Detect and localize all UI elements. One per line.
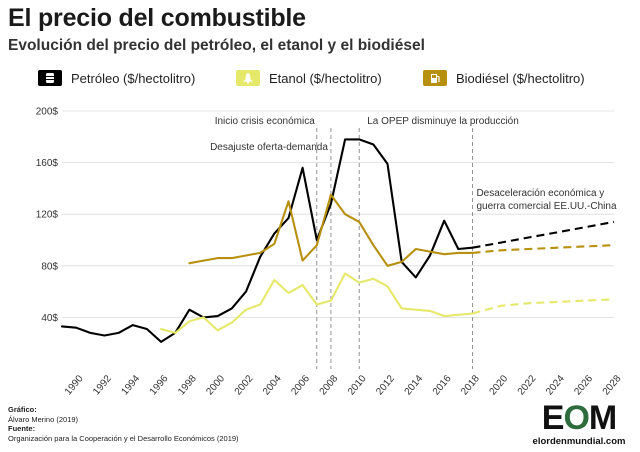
legend-item-biodiesel: Biodiésel ($/hectolitro) bbox=[423, 70, 585, 86]
x-tick-label: 2028 bbox=[601, 373, 624, 397]
x-tick-label: 2018 bbox=[459, 373, 482, 397]
x-tick-label: 1994 bbox=[119, 373, 142, 397]
credits-grafico-label: Gráfico: bbox=[8, 405, 37, 414]
fuel-pump-icon bbox=[423, 70, 447, 86]
legend-label-petroleo: Petróleo ($/hectolitro) bbox=[71, 70, 196, 86]
corn-icon bbox=[236, 70, 260, 86]
projection-line-etanol bbox=[472, 298, 615, 315]
credits-grafico-value: Álvaro Merino (2019) bbox=[8, 414, 79, 424]
annotation-label: Desaceleración económica y guerra comerci… bbox=[476, 188, 616, 212]
x-tick-label: 2010 bbox=[346, 373, 369, 397]
y-tick-label: 40$ bbox=[41, 313, 58, 324]
credits-fuente-label: Fuente: bbox=[8, 424, 36, 433]
eom-logo-url: elordenmundial.com bbox=[532, 436, 626, 447]
annotation-label: Desajuste oferta-demanda bbox=[210, 142, 328, 153]
x-tick-label: 2006 bbox=[289, 373, 312, 397]
x-tick-label: 1996 bbox=[148, 373, 171, 397]
legend-label-biodiesel: Biodiésel ($/hectolitro) bbox=[456, 70, 585, 86]
credits-block: Gráfico: Álvaro Merino (2019) Fuente: Or… bbox=[8, 405, 239, 443]
x-tick-label: 2026 bbox=[572, 373, 595, 397]
annotation-label: La OPEP disminuye la producción bbox=[367, 116, 519, 127]
x-tick-label: 2000 bbox=[204, 373, 227, 397]
annotation-label: Inicio crisis económica bbox=[215, 116, 315, 127]
legend-item-etanol: Etanol ($/hectolitro) bbox=[236, 70, 382, 86]
y-tick-label: 160$ bbox=[36, 158, 59, 169]
x-tick-label: 2002 bbox=[233, 373, 256, 397]
x-tick-label: 2004 bbox=[261, 373, 284, 397]
series-line-biodiesel bbox=[188, 193, 474, 267]
x-tick-label: 1990 bbox=[63, 373, 86, 397]
eom-logo-mark: EOM bbox=[541, 399, 617, 437]
chart-legend: Petróleo ($/hectolitro) Etanol ($/hectol… bbox=[0, 70, 640, 90]
eom-logo: EOM elordenmundial.com bbox=[524, 400, 634, 450]
oil-barrel-icon bbox=[38, 70, 62, 86]
x-tick-label: 1992 bbox=[91, 373, 114, 397]
x-tick-label: 2014 bbox=[403, 373, 426, 397]
credits-fuente-value: Organización para la Cooperación y el De… bbox=[8, 433, 239, 443]
page-subtitle: Evolución del precio del petróleo, el et… bbox=[8, 37, 425, 54]
x-tick-label: 2012 bbox=[374, 373, 397, 397]
x-tick-label: 2020 bbox=[487, 373, 510, 397]
legend-label-etanol: Etanol ($/hectolitro) bbox=[269, 70, 382, 86]
legend-item-petroleo: Petróleo ($/hectolitro) bbox=[38, 70, 195, 86]
projection-line-biodiesel bbox=[472, 244, 615, 254]
x-tick-label: 2016 bbox=[431, 373, 454, 397]
page-title: El precio del combustible bbox=[8, 4, 306, 32]
x-tick-label: 2024 bbox=[544, 373, 567, 397]
y-tick-label: 120$ bbox=[36, 210, 59, 221]
series-line-etanol bbox=[160, 272, 474, 334]
x-tick-label: 1998 bbox=[176, 373, 199, 397]
series-line-petroleo bbox=[60, 138, 474, 343]
projection-line-petroleo bbox=[472, 220, 615, 249]
x-tick-label: 2008 bbox=[318, 373, 341, 397]
y-tick-label: 200$ bbox=[36, 107, 59, 118]
y-tick-label: 80$ bbox=[41, 261, 58, 272]
x-tick-label: 2022 bbox=[516, 373, 539, 397]
